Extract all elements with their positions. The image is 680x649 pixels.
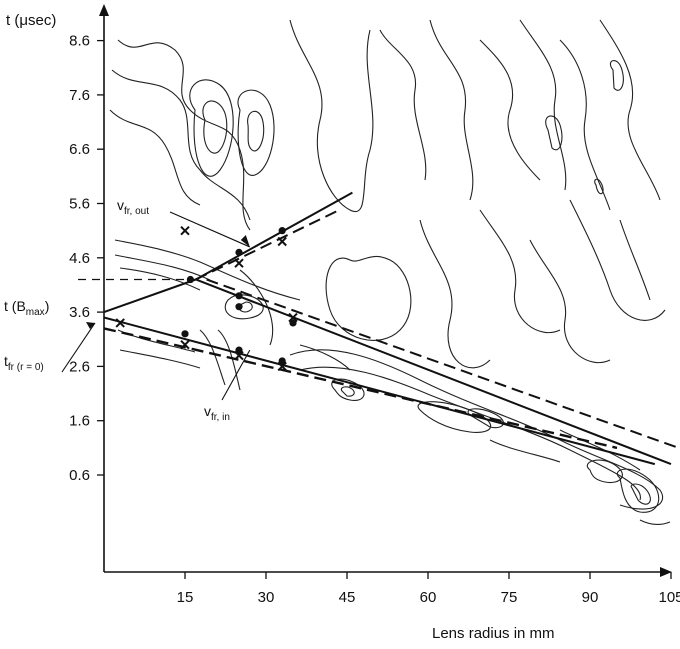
contour-line <box>559 429 641 471</box>
dot-marker <box>278 357 286 365</box>
cross-marker <box>277 236 287 247</box>
v-fr-in-label: vfr, in <box>204 403 230 423</box>
y-tick-label: 4.6 <box>69 250 90 267</box>
contour-lines <box>109 19 671 525</box>
contour-line <box>479 39 541 181</box>
dot-marker <box>289 319 297 327</box>
contour-line <box>111 69 251 221</box>
inward-front-lower-dashed <box>103 327 618 450</box>
cross-marker <box>234 258 244 268</box>
contour-line <box>417 401 492 433</box>
contour-line <box>237 89 275 176</box>
contour-line <box>119 267 201 291</box>
contour-line <box>199 329 226 386</box>
contour-line <box>109 109 201 206</box>
contour-line <box>247 110 265 152</box>
contour-line <box>217 329 241 391</box>
cross-marker <box>234 350 244 361</box>
t-fr-r0-label: tfr (r = 0) <box>4 353 44 373</box>
contour-line <box>379 29 427 181</box>
cross-marker <box>180 339 190 350</box>
contour-line <box>545 115 563 151</box>
contour-line <box>299 344 351 371</box>
v-fr-out-label: vfr, out <box>117 197 149 217</box>
dot-marker <box>186 275 194 284</box>
y-axis-arrow <box>99 4 109 16</box>
contour-line <box>599 19 661 201</box>
v-out-pointer-head <box>240 234 250 247</box>
contour-line <box>519 19 567 191</box>
inward-front-upper-dashed <box>206 278 680 450</box>
contour-line <box>529 239 611 364</box>
y-tick-label: 1.6 <box>69 413 90 430</box>
contour-line <box>289 19 374 213</box>
ticks: 15 30 45 60 75 90 105 0.6 1.6 2.6 3.6 4.6 5.6 6.6 7.6 8… <box>69 33 680 606</box>
contour-line <box>117 39 251 231</box>
outward-front-dashed <box>195 207 343 281</box>
dot-marker <box>278 227 286 235</box>
contour-line <box>419 219 491 369</box>
contour-line <box>630 483 651 505</box>
contour-line <box>202 100 228 154</box>
contour-line <box>325 255 412 341</box>
inward-front-lower-solid <box>103 316 656 466</box>
cross-marker <box>180 225 190 236</box>
y-tick-label: 2.6 <box>69 358 90 375</box>
contour-line <box>594 178 604 195</box>
contour-line <box>479 209 561 334</box>
dot-marker <box>235 248 243 256</box>
annotations: t (Bmax) tfr (r = 0) vfr, out vfr, in <box>4 197 230 423</box>
t-fr-pointer <box>61 322 96 373</box>
contour-line <box>569 199 666 321</box>
v-out-pointer <box>169 211 251 248</box>
contour-line <box>617 468 660 513</box>
contour-line <box>559 39 611 211</box>
x-tick-label: 30 <box>258 589 275 606</box>
x-tick-label: 75 <box>501 589 518 606</box>
y-tick-label: 6.6 <box>69 141 90 158</box>
contour-line <box>639 519 671 525</box>
x-tick-label: 60 <box>420 589 437 606</box>
y-tick-label: 8.6 <box>69 33 90 50</box>
dot-marker <box>235 346 243 354</box>
contour-line <box>340 386 355 397</box>
cross-marker <box>277 361 287 372</box>
contour-line <box>587 459 623 484</box>
y-tick-label: 7.6 <box>69 87 90 104</box>
cross-marker <box>288 312 298 323</box>
contour-line <box>189 79 234 177</box>
contour-line <box>119 349 201 369</box>
dot-marker <box>181 330 189 338</box>
y-tick-label: 3.6 <box>69 304 90 321</box>
data-markers <box>115 225 298 372</box>
y-tick-label: 0.6 <box>69 467 90 484</box>
x-tick-label: 15 <box>177 589 194 606</box>
x-tick-label: 45 <box>339 589 356 606</box>
contour-line <box>429 19 474 201</box>
cross-marker <box>115 318 125 328</box>
v-in-pointer <box>221 349 251 401</box>
front-lines <box>61 191 680 466</box>
contour-line <box>239 269 274 346</box>
y-axis-label: t (μsec) <box>6 12 56 29</box>
contour-line <box>489 439 561 463</box>
t-bmax-label: t (Bmax) <box>4 298 49 318</box>
dot-marker <box>235 292 243 300</box>
x-tick-label: 90 <box>582 589 599 606</box>
contour-line <box>289 349 663 510</box>
axes <box>99 4 672 577</box>
contour-line <box>609 60 624 91</box>
contour-line <box>619 219 651 301</box>
inward-front-upper-solid <box>103 278 672 466</box>
y-tick-label: 5.6 <box>69 196 90 213</box>
t-fr-pointer-head <box>86 321 95 329</box>
x-axis-arrow <box>660 567 672 577</box>
dot-marker <box>235 303 243 311</box>
contour-line <box>467 408 504 429</box>
x-tick-label: 105 <box>658 589 680 606</box>
contour-line <box>114 239 301 301</box>
outward-front-solid <box>195 191 353 281</box>
x-axis-label: Lens radius in mm <box>432 625 555 642</box>
